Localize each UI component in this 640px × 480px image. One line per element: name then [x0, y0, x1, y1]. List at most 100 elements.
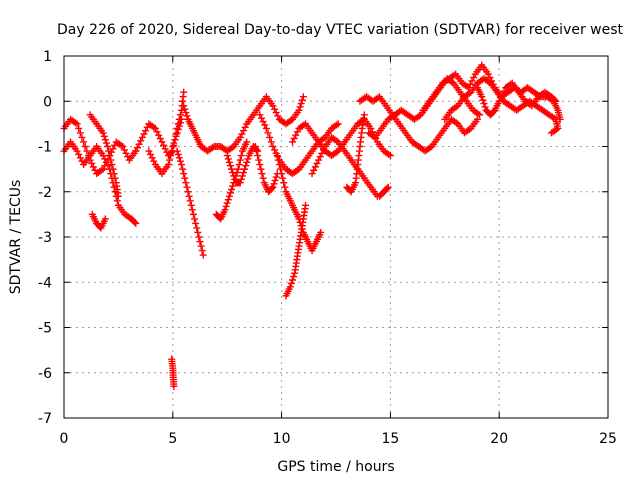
data-point	[107, 156, 115, 164]
series-arc-b	[60, 138, 140, 227]
data-point	[73, 147, 81, 155]
data-point	[104, 143, 112, 150]
data-point	[235, 161, 243, 169]
data-point	[370, 132, 378, 140]
data-point	[170, 382, 178, 390]
data-point	[101, 155, 109, 163]
data-point	[117, 141, 125, 149]
data-point	[237, 175, 245, 183]
data-point	[192, 219, 200, 227]
data-point	[131, 218, 139, 226]
data-point	[237, 152, 245, 160]
data-point	[178, 115, 186, 123]
data-point	[224, 196, 232, 204]
data-point	[148, 154, 156, 162]
data-point	[99, 129, 107, 137]
data-point	[480, 100, 488, 108]
data-point	[198, 247, 206, 255]
data-point	[100, 132, 108, 140]
series-arc-k	[251, 143, 281, 196]
series-arc-f	[145, 115, 186, 178]
data-point	[193, 224, 201, 232]
data-point	[111, 174, 119, 182]
data-point	[238, 130, 246, 138]
data-point	[183, 112, 191, 120]
data-point	[547, 129, 555, 137]
data-point	[89, 163, 97, 171]
data-point	[310, 166, 318, 174]
data-point	[333, 148, 341, 156]
data-point	[182, 179, 190, 187]
data-point	[106, 152, 114, 160]
data-point	[288, 138, 296, 146]
data-point	[266, 133, 274, 141]
data-point	[169, 143, 177, 150]
data-point	[452, 103, 460, 111]
data-point	[257, 165, 265, 173]
data-point	[243, 138, 251, 146]
data-point	[209, 144, 217, 152]
data-point	[99, 165, 107, 173]
data-point	[226, 162, 234, 170]
data-point	[164, 161, 172, 169]
data-point	[333, 121, 341, 129]
data-point	[191, 215, 199, 223]
data-point	[229, 182, 237, 190]
data-point	[146, 150, 154, 158]
y-tick-label: -4	[38, 275, 52, 291]
data-point	[102, 139, 110, 147]
data-point	[498, 90, 506, 98]
data-point	[241, 165, 249, 173]
data-point	[299, 93, 307, 101]
data-point	[119, 143, 127, 150]
data-point	[76, 154, 84, 162]
data-point	[185, 192, 193, 200]
data-point	[383, 184, 391, 192]
data-point	[229, 169, 237, 177]
data-point	[384, 183, 392, 191]
data-point	[264, 129, 272, 137]
series-arc-o	[288, 115, 394, 160]
data-point	[269, 183, 277, 191]
data-point	[481, 103, 489, 111]
data-point	[507, 80, 515, 88]
data-point	[175, 154, 183, 162]
data-point	[465, 126, 473, 134]
data-point	[102, 158, 110, 166]
data-point	[180, 102, 188, 110]
data-point	[286, 283, 294, 291]
data-point	[188, 206, 196, 214]
data-point	[450, 71, 458, 79]
data-point	[313, 159, 321, 167]
data-point	[223, 152, 231, 160]
data-point	[279, 174, 287, 182]
data-point	[271, 105, 279, 113]
data-point	[452, 119, 460, 127]
data-point	[254, 152, 262, 160]
data-point	[71, 119, 79, 127]
data-point	[470, 73, 478, 81]
data-point	[160, 141, 168, 149]
data-point	[109, 145, 117, 153]
data-point	[549, 128, 557, 136]
y-tick-label: 0	[43, 94, 52, 110]
data-point	[244, 155, 252, 163]
data-point	[99, 152, 107, 160]
data-point	[170, 139, 178, 147]
data-point	[101, 215, 109, 223]
data-point	[495, 97, 503, 105]
data-point	[228, 165, 236, 173]
data-point	[196, 238, 204, 246]
data-point	[268, 184, 276, 192]
data-point	[179, 165, 187, 173]
data-point	[278, 170, 286, 178]
data-point	[240, 127, 248, 135]
data-point	[551, 96, 559, 104]
data-point	[281, 183, 289, 191]
data-point	[189, 210, 197, 218]
y-tick-label: -2	[38, 185, 52, 201]
data-point	[173, 147, 181, 155]
data-point	[272, 173, 280, 181]
data-point	[138, 133, 146, 141]
data-point	[272, 109, 280, 117]
